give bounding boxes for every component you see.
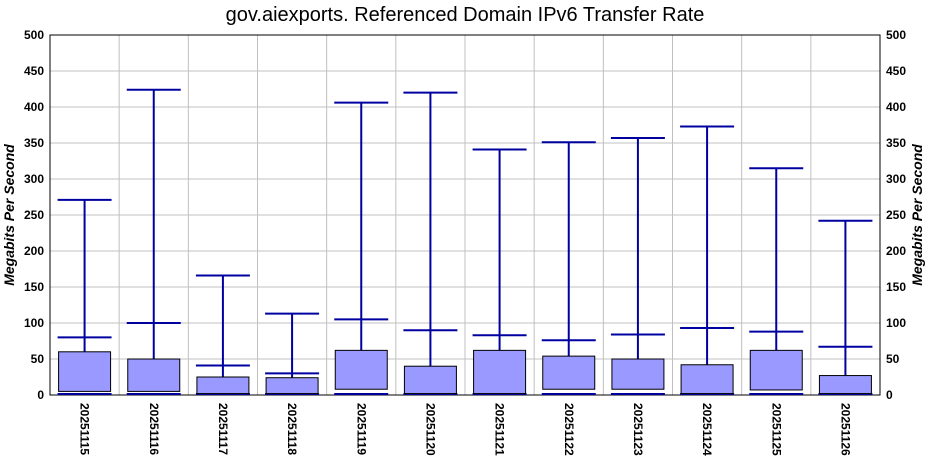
- x-tick-label: 20251122: [562, 403, 576, 456]
- y-tick-label-left: 400: [24, 100, 44, 114]
- box-rect: [473, 349, 527, 395]
- y-tick-label-left: 0: [37, 388, 44, 402]
- box-rect: [749, 349, 803, 391]
- box-group: [195, 274, 250, 395]
- box-rect: [818, 375, 872, 395]
- y-tick-label-right: 500: [886, 28, 906, 42]
- x-tick-label: 20251125: [769, 403, 783, 456]
- box-rect: [58, 351, 112, 392]
- x-tick-label: 20251118: [285, 403, 299, 455]
- box-group: [472, 148, 527, 395]
- x-axis-ticks: 20251115 20251116 20251117 20251118 20251119…: [78, 403, 853, 456]
- y-axis-title-left: Megabits Per Second: [1, 144, 17, 286]
- y-tick-label-left: 450: [24, 64, 44, 78]
- box-rect: [611, 358, 665, 390]
- box-group: [818, 219, 873, 395]
- box-rect: [127, 358, 181, 392]
- box-rect: [542, 355, 596, 390]
- box-group: [126, 88, 181, 395]
- y-tick-label-right: 0: [886, 388, 893, 402]
- y-tick-label-left: 200: [24, 244, 44, 258]
- x-tick-label: 20251121: [493, 403, 507, 456]
- chart-title: gov.aiexports. Referenced Domain IPv6 Tr…: [225, 4, 705, 26]
- y-tick-label-left: 250: [24, 208, 44, 222]
- y-tick-label-right: 350: [886, 136, 906, 150]
- x-tick-label: 20251117: [216, 403, 230, 455]
- y-tick-label-left: 500: [24, 28, 44, 42]
- box-group: [610, 136, 665, 395]
- box-rect: [334, 349, 388, 390]
- box-group: [749, 167, 804, 395]
- x-tick-label: 20251119: [354, 403, 368, 455]
- y-tick-label-right: 50: [886, 352, 900, 366]
- x-tick-label: 20251126: [838, 403, 852, 456]
- box-group: [403, 91, 458, 395]
- x-tick-label: 20251124: [700, 403, 714, 456]
- y-tick-label-left: 300: [24, 172, 44, 186]
- y-tick-label-right: 100: [886, 316, 906, 330]
- left-y-axis-ticks: 0 50 100 150 200 250 300 350 400 450 500: [24, 28, 44, 402]
- y-tick-label-right: 250: [886, 208, 906, 222]
- box-rect: [680, 364, 734, 395]
- box-rect: [265, 377, 319, 395]
- box-group: [334, 101, 389, 395]
- box-group: [57, 198, 112, 395]
- y-tick-label-right: 200: [886, 244, 906, 258]
- x-tick-label: 20251116: [147, 403, 161, 455]
- marks-layer: [57, 88, 873, 395]
- x-tick-label: 20251123: [631, 403, 645, 456]
- x-tick-label: 20251115: [78, 403, 92, 455]
- y-tick-label-right: 450: [886, 64, 906, 78]
- box-group: [265, 312, 320, 395]
- x-tick-label: 20251120: [423, 403, 437, 456]
- y-tick-label-left: 50: [31, 352, 45, 366]
- y-tick-label-left: 350: [24, 136, 44, 150]
- box-group: [541, 141, 596, 395]
- y-axis-title-right: Megabits Per Second: [909, 144, 925, 286]
- box-rect: [403, 365, 457, 395]
- y-tick-label-left: 100: [24, 316, 44, 330]
- y-tick-label-right: 400: [886, 100, 906, 114]
- y-tick-label-right: 150: [886, 280, 906, 294]
- box-rect: [196, 376, 250, 395]
- plot-frame: [49, 34, 881, 396]
- box-group: [680, 125, 735, 395]
- y-tick-label-right: 300: [886, 172, 906, 186]
- right-y-axis-ticks: 0 50 100 150 200 250 300 350 400 450 500: [886, 28, 906, 402]
- y-tick-label-left: 150: [24, 280, 44, 294]
